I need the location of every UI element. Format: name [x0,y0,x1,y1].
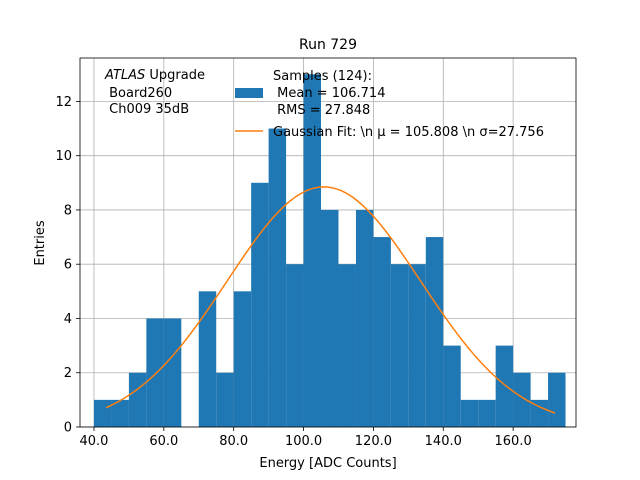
histogram-bars [93,74,566,427]
upgrade-label: Upgrade [145,68,205,83]
y-tick-label-1: 2 [64,366,72,381]
histogram-bar-1 [111,399,129,427]
histogram-bar-20 [443,345,461,427]
histogram-bar-10 [268,128,287,427]
y-tick-label-0: 0 [64,421,72,436]
channel-label: Ch009 35dB [105,102,189,117]
x-tick-label-2: 80.0 [219,434,248,449]
histogram-bar-13 [321,209,339,427]
annotation-text: ATLAS Upgrade Board260 Ch009 35dB [104,68,205,117]
y-tick-label-3: 6 [64,258,72,273]
histogram-bar-18 [408,264,426,427]
histogram-bar-3 [146,318,164,427]
histogram-bar-14 [338,264,356,427]
histogram-bar-26 [548,372,566,427]
histogram-bar-2 [128,372,147,427]
y-axis-ticks: 0 2 4 6 8 10 12 [55,95,80,436]
x-tick-label-1: 60.0 [149,434,178,449]
annotation-line-1: ATLAS Upgrade [104,68,205,83]
x-tick-label-3: 100.0 [285,434,322,449]
y-tick-label-6: 12 [55,95,72,110]
x-tick-label-6: 160.0 [495,434,532,449]
y-tick-label-4: 8 [64,203,72,218]
legend-histogram-label-line-1: Samples (124): [273,69,372,84]
y-tick-label-2: 4 [64,312,72,327]
x-axis-ticks: 40.0 60.0 80.0 100.0 120.0 140.0 160.0 [79,427,532,449]
histogram-bar-24 [513,372,531,427]
board-label: Board260 [105,86,172,101]
histogram-bar-4 [163,318,182,427]
y-axis-label: Entries [33,220,48,266]
histogram-bar-25 [530,399,549,427]
histogram-bar-8 [233,291,252,427]
histogram-bar-23 [495,345,514,427]
y-tick-label-5: 10 [55,149,72,164]
legend-fit-label: Gaussian Fit: \n μ = 105.808 \n σ=27.756 [273,125,544,140]
histogram-bar-9 [251,182,269,427]
histogram-bar-0 [93,399,112,427]
histogram-bar-12 [303,74,322,427]
legend-histogram-swatch [235,88,263,98]
histogram-bar-11 [286,264,304,427]
x-tick-label-4: 120.0 [355,434,392,449]
histogram-bar-17 [390,264,409,427]
x-tick-label-0: 40.0 [79,434,108,449]
legend-histogram-label-line-2: Mean = 106.714 [273,86,385,101]
histogram-bar-15 [355,209,374,427]
histogram-bar-22 [478,399,496,427]
histogram-bar-7 [216,372,234,427]
histogram-bar-16 [373,237,391,427]
gaussian-fit-line [105,186,556,414]
x-tick-label-5: 140.0 [425,434,462,449]
histogram-bar-21 [460,399,479,427]
histogram-bar-19 [425,237,444,427]
chart-title: Run 729 [299,37,357,53]
x-axis-label: Energy [ADC Counts] [259,456,396,471]
legend: Samples (124): Mean = 106.714 RMS = 27.8… [235,69,544,140]
axes-frame [79,57,577,428]
atlas-label: ATLAS [104,68,145,83]
legend-histogram-label-line-3: RMS = 27.848 [273,103,370,118]
histogram-bar-6 [198,291,217,427]
